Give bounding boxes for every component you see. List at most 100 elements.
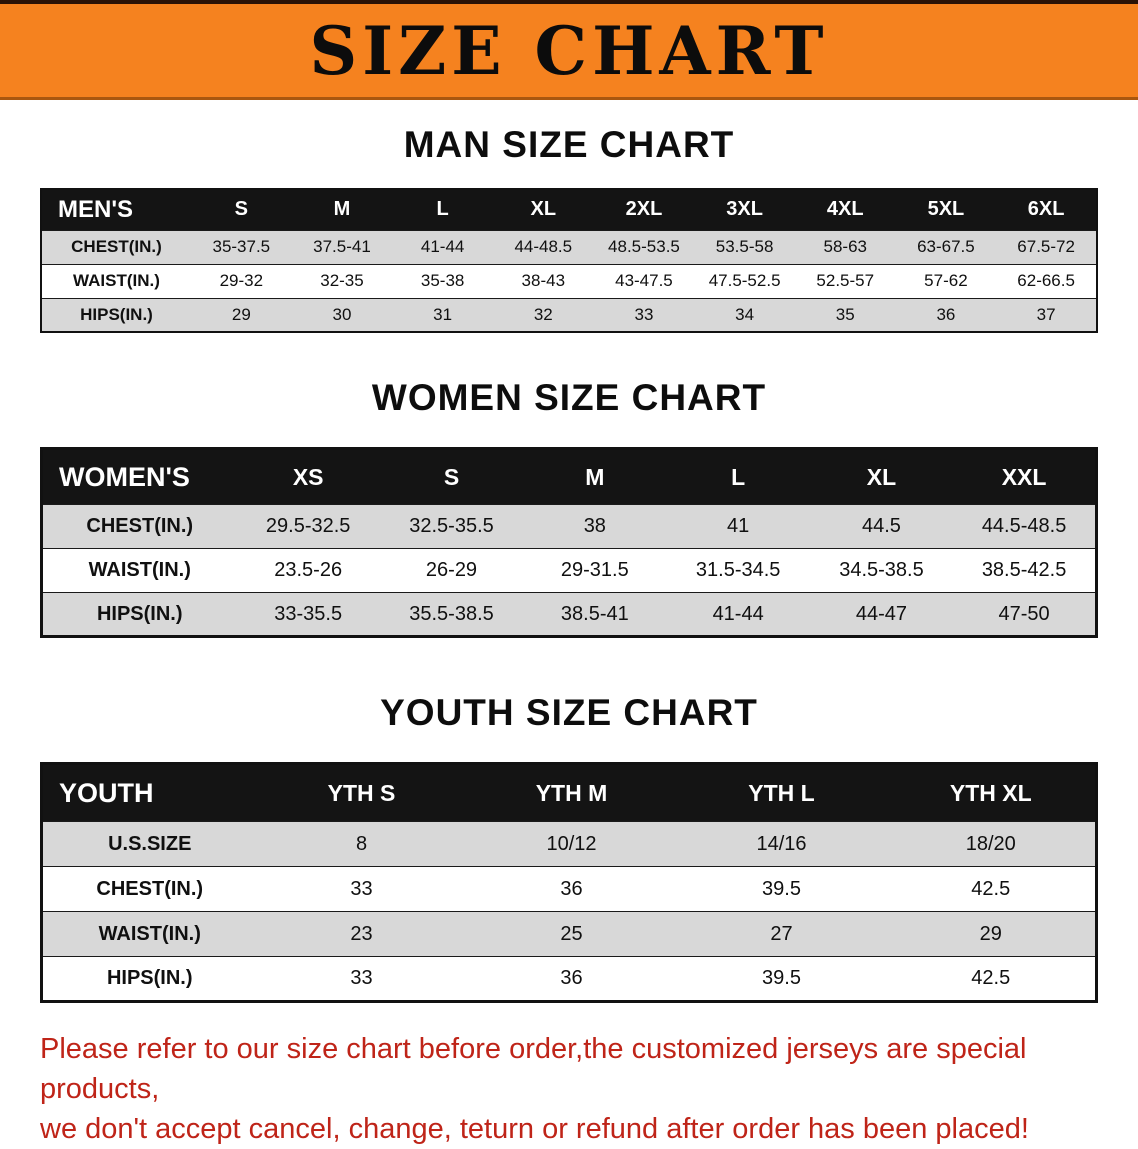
size-value-cell: 32 [533,304,553,324]
column-header: S [234,198,248,221]
youth-section-heading: YOUTH SIZE CHART [380,692,758,733]
men-section-heading: MAN SIZE CHART [403,124,735,165]
size-value-cell: 36 [560,877,583,900]
youth-size-chart-section: YOUTH SIZE CHART YOUTH YTH S YTH M YTH L YTH… [0,692,1138,1003]
men-size-chart-section: MAN SIZE CHART MEN'S S M L XL 2XL 3XL 4XL 5XL 6XL… [0,124,1138,333]
size-value-cell: 44.5 [862,515,901,537]
size-value-cell: 38 [583,515,606,537]
row-label: HIPS(IN.) [106,967,193,989]
size-value-cell: 23 [350,922,373,945]
table-row: WAIST(IN.) 23.5-26 26-29 29-31.5 31.5-34.5 34… [41,548,1097,593]
table-row: CHEST(IN.) 33 36 39.5 42.5 [41,866,1097,912]
row-label: WAIST(IN.) [88,559,191,581]
row-label: CHEST(IN.) [71,237,162,256]
size-value-cell: 36 [936,304,956,324]
size-value-cell: 33 [634,304,654,324]
table-title-cell: YOUTH [59,777,154,808]
column-header: XL [866,463,897,490]
table-row: WAIST(IN.) 29-32 32-35 35-38 38-43 43-47.5 47.… [41,264,1097,298]
column-header: 6XL [1027,198,1065,221]
women-size-table: WOMEN'S XS S M L XL XXL CHEST(IN.) 29.5-32.5 32.5… [40,447,1098,638]
size-value-cell: 53.5-58 [715,237,774,256]
column-header: 2XL [625,198,663,221]
size-value-cell: 62-66.5 [1017,271,1075,290]
size-value-cell: 29 [231,304,251,324]
size-value-cell: 29.5-32.5 [265,515,351,537]
size-value-cell: 10/12 [546,832,597,855]
row-label: U.S.SIZE [108,832,192,855]
size-value-cell: 35 [835,304,855,324]
size-value-cell: 34.5-38.5 [839,559,924,581]
youth-size-table: YOUTH YTH S YTH M YTH L YTH XL U.S.SIZE 8 10/12… [40,762,1098,1003]
size-value-cell: 44-48.5 [514,237,573,256]
size-value-cell: 38.5-41 [560,602,629,625]
table-row: U.S.SIZE 8 10/12 14/16 18/20 [41,821,1097,867]
column-header: 3XL [726,198,763,221]
column-header: 5XL [927,198,965,221]
table-row: CHEST(IN.) 35-37.5 37.5-41 41-44 44-48.5 48.5… [41,230,1097,264]
page-title: SIZE CHART [309,11,829,90]
size-value-cell: 30 [332,304,352,324]
size-value-cell: 63-67.5 [917,237,975,256]
size-value-cell: 27 [770,922,793,945]
size-value-cell: 8 [355,832,368,855]
size-value-cell: 47.5-52.5 [708,271,781,290]
table-header-row: MEN'S S M L XL 2XL 3XL 4XL 5XL 6XL [41,189,1097,230]
size-value-cell: 29 [979,922,1002,945]
size-value-cell: 25 [560,922,583,945]
size-value-cell: 38-43 [521,271,566,290]
size-value-cell: 57-62 [924,271,968,290]
size-value-cell: 37.5-41 [313,237,371,256]
size-value-cell: 32-35 [320,271,364,290]
row-label: CHEST(IN.) [96,877,204,900]
size-value-cell: 39.5 [762,967,801,989]
disclaimer-note: Please refer to our size chart before or… [40,1029,1098,1149]
table-title-cell: WOMEN'S [59,461,190,492]
size-value-cell: 34 [735,304,755,324]
size-value-cell: 31 [433,304,453,324]
row-label: CHEST(IN.) [86,515,194,537]
row-label: HIPS(IN.) [80,304,153,324]
size-value-cell: 44-47 [855,602,908,625]
row-label: WAIST(IN.) [73,271,160,290]
size-value-cell: 26-29 [425,559,478,581]
note-line: Please refer to our size chart before or… [40,1033,1027,1106]
table-header-row: YOUTH YTH S YTH M YTH L YTH XL [41,763,1097,822]
women-size-chart-section: WOMEN SIZE CHART WOMEN'S XS S M L XL XXL CHEST(… [0,377,1138,638]
size-value-cell: 29-32 [219,271,264,290]
size-value-cell: 41-44 [712,602,764,625]
size-value-cell: 29-31.5 [560,559,629,581]
table-row: HIPS(IN.) 29 30 31 32 33 34 35 36 37 [41,298,1097,332]
column-header: YTH S [327,779,396,806]
size-value-cell: 14/16 [756,832,807,855]
table-row: WAIST(IN.) 23 25 27 29 [41,911,1097,957]
size-value-cell: 35-37.5 [212,237,271,256]
column-header: XL [530,198,557,221]
size-value-cell: 31.5-34.5 [695,559,781,581]
column-header: L [436,198,449,221]
size-value-cell: 33 [350,967,373,989]
column-header: XXL [1001,463,1047,490]
table-title-cell: MEN'S [58,195,134,223]
column-header: S [443,463,460,490]
size-value-cell: 18/20 [965,832,1016,855]
size-value-cell: 41-44 [420,237,465,256]
column-header: YTH L [748,779,815,806]
size-value-cell: 38.5-42.5 [981,559,1067,581]
column-header: 4XL [826,198,864,221]
table-row: CHEST(IN.) 29.5-32.5 32.5-35.5 38 41 44.5 44.5… [41,504,1097,549]
table-row: HIPS(IN.) 33 36 39.5 42.5 [41,956,1097,1002]
size-value-cell: 44.5-48.5 [981,515,1067,537]
size-value-cell: 36 [560,967,583,989]
table-row: HIPS(IN.) 33-35.5 35.5-38.5 38.5-41 41-44 44-… [41,592,1097,637]
size-value-cell: 35.5-38.5 [409,602,494,625]
size-value-cell: 33 [350,877,373,900]
size-value-cell: 33-35.5 [274,602,343,625]
men-size-table: MEN'S S M L XL 2XL 3XL 4XL 5XL 6XL CHEST(IN.) 35-37… [40,188,1098,333]
size-value-cell: 39.5 [762,877,801,900]
row-label: WAIST(IN.) [98,922,201,945]
note-line: we don't accept cancel, change, teturn o… [40,1113,1029,1146]
size-value-cell: 35-38 [420,271,465,290]
women-section-heading: WOMEN SIZE CHART [371,377,767,418]
